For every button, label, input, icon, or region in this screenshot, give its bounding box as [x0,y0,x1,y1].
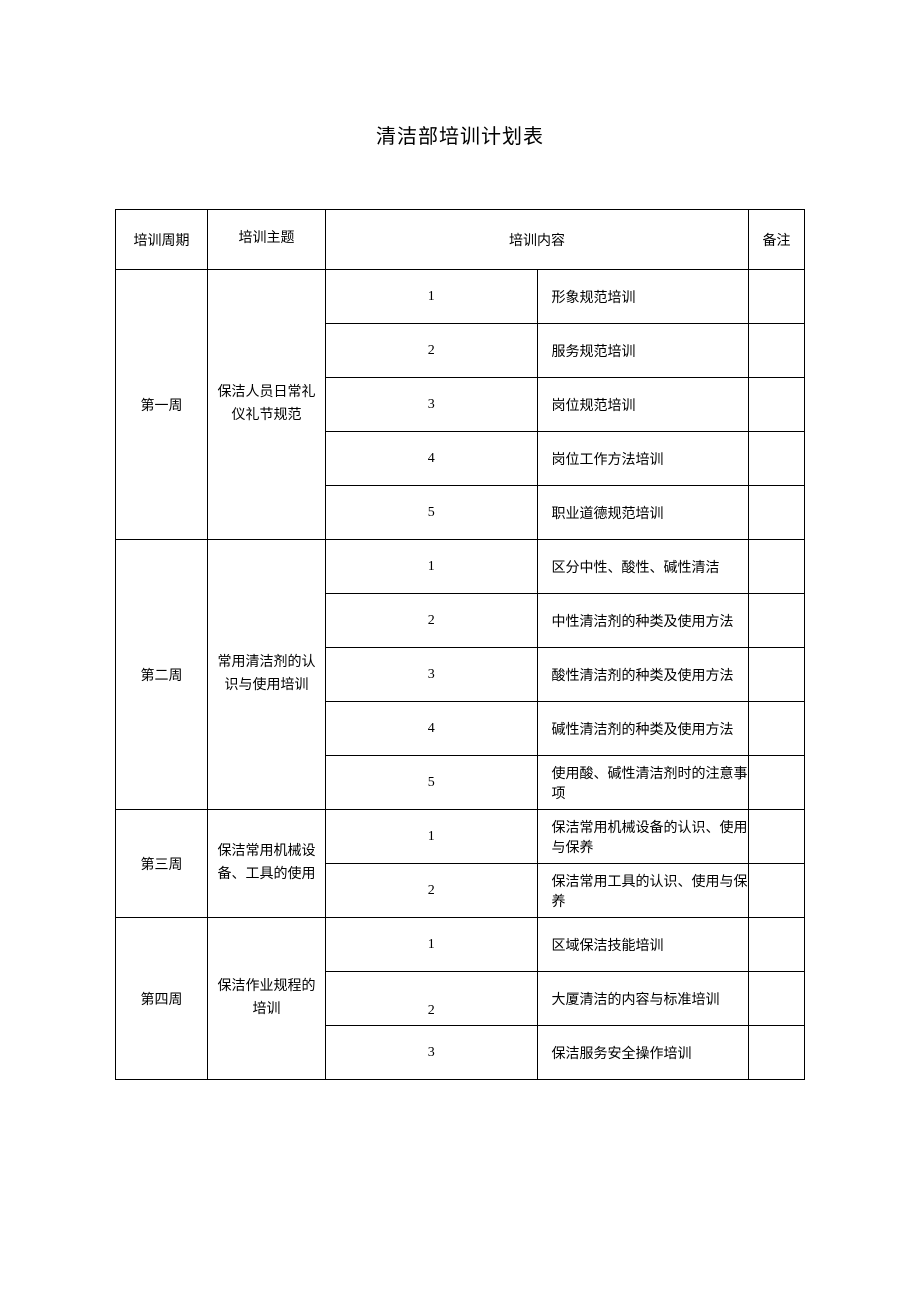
remark-cell [749,972,805,1026]
theme-cell: 保洁作业规程的培训 [208,918,326,1080]
content-cell: 服务规范培训 [537,324,749,378]
remark-cell [749,432,805,486]
content-cell: 保洁常用工具的认识、使用与保养 [537,864,749,918]
content-cell: 岗位工作方法培训 [537,432,749,486]
num-cell: 1 [326,918,538,972]
num-cell: 3 [326,378,538,432]
table-row: 第三周 保洁常用机械设备、工具的使用 1 保洁常用机械设备的认识、使用与保养 [116,810,805,864]
period-cell: 第一周 [116,270,208,540]
num-cell: 3 [326,648,538,702]
num-cell: 1 [326,270,538,324]
header-remark: 备注 [749,210,805,270]
content-cell: 形象规范培训 [537,270,749,324]
period-cell: 第三周 [116,810,208,918]
remark-cell [749,648,805,702]
training-plan-table: 培训周期 培训主题 培训内容 备注 第一周 保洁人员日常礼仪礼节规范 1 形象规… [115,209,805,1080]
num-cell: 2 [326,324,538,378]
content-cell: 中性清洁剂的种类及使用方法 [537,594,749,648]
remark-cell [749,324,805,378]
num-cell: 4 [326,702,538,756]
num-cell: 5 [326,486,538,540]
content-cell: 保洁服务安全操作培训 [537,1026,749,1080]
content-cell: 保洁常用机械设备的认识、使用与保养 [537,810,749,864]
header-theme: 培训主题 [208,210,326,270]
num-cell: 3 [326,1026,538,1080]
period-cell: 第二周 [116,540,208,810]
remark-cell [749,756,805,810]
table-header-row: 培训周期 培训主题 培训内容 备注 [116,210,805,270]
remark-cell [749,270,805,324]
theme-cell: 保洁常用机械设备、工具的使用 [208,810,326,918]
num-cell: 5 [326,756,538,810]
remark-cell [749,594,805,648]
period-cell: 第四周 [116,918,208,1080]
num-cell: 1 [326,540,538,594]
remark-cell [749,918,805,972]
num-cell: 2 [326,972,538,1026]
theme-cell: 常用清洁剂的认识与使用培训 [208,540,326,810]
remark-cell [749,1026,805,1080]
content-cell: 区分中性、酸性、碱性清洁 [537,540,749,594]
content-cell: 职业道德规范培训 [537,486,749,540]
theme-cell: 保洁人员日常礼仪礼节规范 [208,270,326,540]
num-cell: 2 [326,864,538,918]
remark-cell [749,864,805,918]
num-cell: 1 [326,810,538,864]
document-title: 清洁部培训计划表 [115,120,805,149]
table-row: 第四周 保洁作业规程的培训 1 区域保洁技能培训 [116,918,805,972]
num-cell: 4 [326,432,538,486]
content-cell: 使用酸、碱性清洁剂时的注意事项 [537,756,749,810]
remark-cell [749,810,805,864]
content-cell: 区域保洁技能培训 [537,918,749,972]
content-cell: 大厦清洁的内容与标准培训 [537,972,749,1026]
header-content: 培训内容 [326,210,749,270]
remark-cell [749,540,805,594]
table-row: 第二周 常用清洁剂的认识与使用培训 1 区分中性、酸性、碱性清洁 [116,540,805,594]
header-period: 培训周期 [116,210,208,270]
remark-cell [749,378,805,432]
content-cell: 酸性清洁剂的种类及使用方法 [537,648,749,702]
remark-cell [749,702,805,756]
num-cell: 2 [326,594,538,648]
remark-cell [749,486,805,540]
content-cell: 碱性清洁剂的种类及使用方法 [537,702,749,756]
table-row: 第一周 保洁人员日常礼仪礼节规范 1 形象规范培训 [116,270,805,324]
content-cell: 岗位规范培训 [537,378,749,432]
